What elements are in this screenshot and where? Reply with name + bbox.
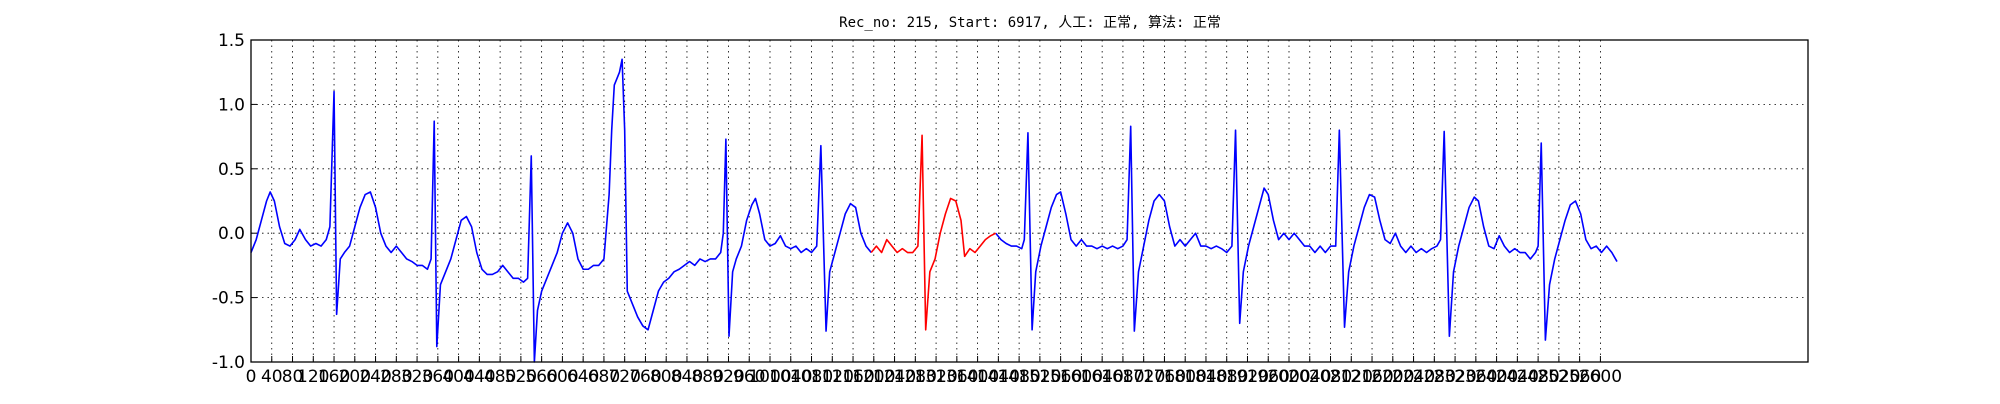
signal-line <box>250 58 1618 363</box>
x-tick-label: 1720 <box>1122 367 1165 387</box>
y-tick-label: 0.0 <box>218 224 245 244</box>
x-tick-label: 400 <box>442 367 474 387</box>
x-tick-label: 2600 <box>1579 367 1622 387</box>
x-tick-label: 1920 <box>1226 367 1269 387</box>
x-tick-label: 840 <box>671 367 703 387</box>
x-tick-label: 1200 <box>852 367 895 387</box>
x-tick-label: 1440 <box>977 367 1020 387</box>
x-tick-label: 1120 <box>811 367 854 387</box>
x-tick-label: 920 <box>712 367 744 387</box>
x-tick-label: 1360 <box>935 367 978 387</box>
y-tick-label: 0.5 <box>218 160 245 180</box>
x-tick-label: 1840 <box>1184 367 1227 387</box>
signal-line <box>870 134 997 331</box>
x-tick-label: 1080 <box>790 367 833 387</box>
x-tick-label: 1600 <box>1060 367 1103 387</box>
x-tick-label: 1680 <box>1101 367 1144 387</box>
x-tick-label: 880 <box>691 367 723 387</box>
x-tick-label: 960 <box>733 367 765 387</box>
chart-title: Rec_no: 215, Start: 6917, 人工: 正常, 算法: 正常 <box>839 15 1221 31</box>
x-tick-label: 480 <box>484 367 516 387</box>
x-tick-label: 2440 <box>1496 367 1539 387</box>
x-tick-label: 200 <box>339 367 371 387</box>
x-tick-label: 1640 <box>1081 367 1124 387</box>
y-tick-label: 1.5 <box>218 31 245 51</box>
x-tick-label: 680 <box>588 367 620 387</box>
x-tick-label: 560 <box>525 367 557 387</box>
x-tick-label: 1960 <box>1247 367 1290 387</box>
x-tick-label: 2080 <box>1309 367 1352 387</box>
x-tick-label: 2520 <box>1537 367 1580 387</box>
x-tick-label: 80 <box>282 367 304 387</box>
y-tick-label: 1.0 <box>218 95 245 115</box>
x-tick-label: 1520 <box>1018 367 1061 387</box>
x-tick-label: 2040 <box>1288 367 1331 387</box>
x-tick-label: 2160 <box>1350 367 1393 387</box>
x-tick-label: 2480 <box>1516 367 1559 387</box>
x-tick-label: 2000 <box>1267 367 1310 387</box>
y-tick-label: -0.5 <box>212 289 245 309</box>
x-tick-label: 2560 <box>1558 367 1601 387</box>
x-tick-label: 1320 <box>914 367 957 387</box>
x-tick-label: 2200 <box>1371 367 1414 387</box>
x-tick-label: 1280 <box>894 367 937 387</box>
x-tick-label: 280 <box>380 367 412 387</box>
x-tick-label: 120 <box>297 367 329 387</box>
x-tick-label: 2280 <box>1413 367 1456 387</box>
x-tick-label: 600 <box>546 367 578 387</box>
x-tick-label: 2240 <box>1392 367 1435 387</box>
x-tick-label: 800 <box>650 367 682 387</box>
x-tick-label: 1160 <box>831 367 874 387</box>
x-tick-label: 1240 <box>873 367 916 387</box>
x-tick-label: 720 <box>608 367 640 387</box>
x-tick-label: 320 <box>401 367 433 387</box>
y-tick-label: -1.0 <box>212 353 245 373</box>
x-tick-label: 640 <box>567 367 599 387</box>
x-tick-label: 40 <box>261 367 283 387</box>
x-tick-label: 1040 <box>769 367 812 387</box>
x-tick-label: 1480 <box>997 367 1040 387</box>
plot-frame <box>250 39 1809 363</box>
x-tick-label: 160 <box>318 367 350 387</box>
x-tick-label: 2360 <box>1454 367 1497 387</box>
x-tick-label: 1760 <box>1143 367 1186 387</box>
x-tick-label: 0 <box>246 367 257 387</box>
x-tick-label: 520 <box>505 367 537 387</box>
x-tick-label: 440 <box>463 367 495 387</box>
x-tick-label: 1800 <box>1164 367 1207 387</box>
x-tick-label: 1560 <box>1039 367 1082 387</box>
x-tick-label: 1880 <box>1205 367 1248 387</box>
x-tick-label: 240 <box>359 367 391 387</box>
x-tick-label: 2320 <box>1433 367 1476 387</box>
x-tick-label: 360 <box>422 367 454 387</box>
x-tick-label: 760 <box>629 367 661 387</box>
x-tick-label: 2400 <box>1475 367 1518 387</box>
x-tick-label: 2120 <box>1330 367 1373 387</box>
x-tick-label: 1000 <box>748 367 791 387</box>
x-tick-label: 1400 <box>956 367 999 387</box>
